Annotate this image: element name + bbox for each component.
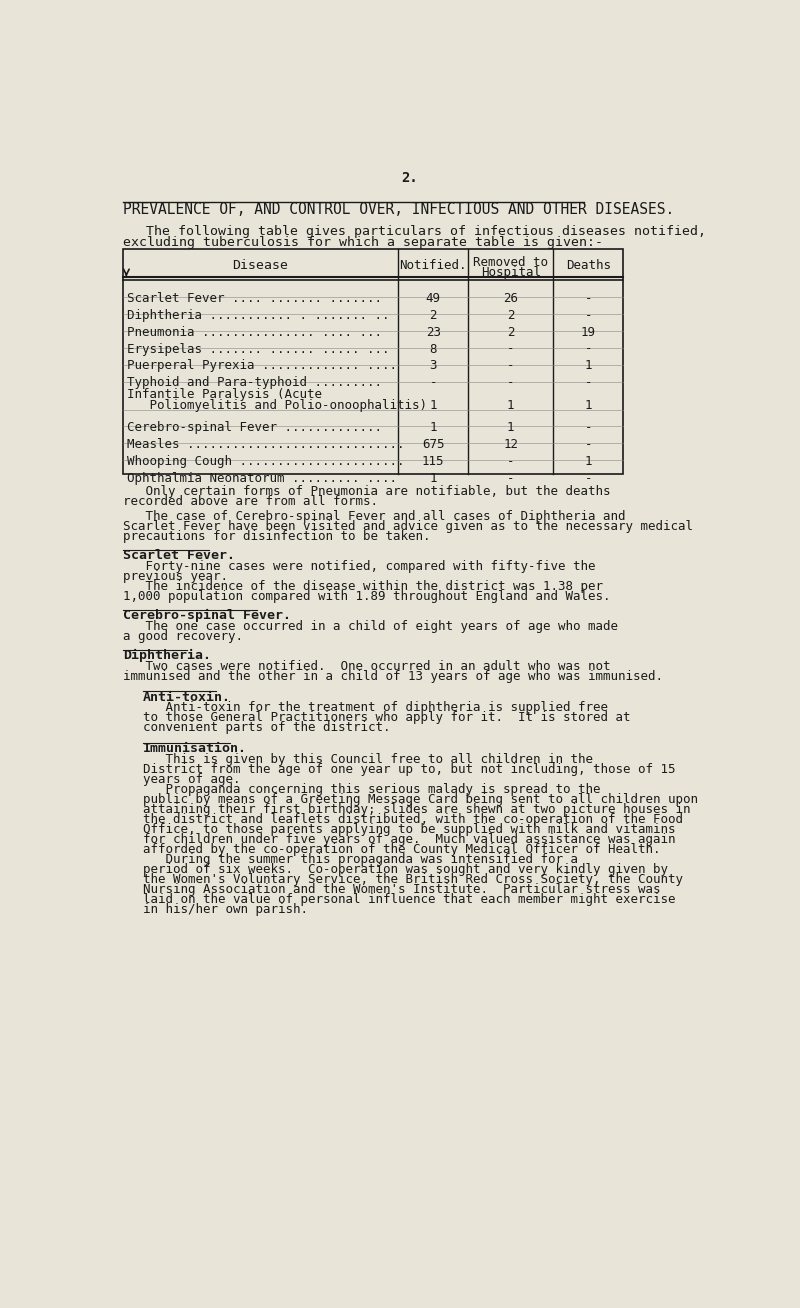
Text: 19: 19 <box>581 326 596 339</box>
Text: 2: 2 <box>507 309 514 322</box>
Text: 675: 675 <box>422 438 445 451</box>
Text: -: - <box>585 421 592 434</box>
Text: -: - <box>585 343 592 356</box>
Bar <box>123 250 623 475</box>
Text: Nursing Association and the Women's Institute.  Particular stress was: Nursing Association and the Women's Inst… <box>142 883 660 896</box>
Text: Poliomyelitis and Polio-onoophalitis): Poliomyelitis and Polio-onoophalitis) <box>127 399 427 412</box>
Text: -: - <box>507 455 514 468</box>
Text: Notified.: Notified. <box>399 259 467 272</box>
Text: 26: 26 <box>503 292 518 305</box>
Text: in his/her own parish.: in his/her own parish. <box>142 903 308 916</box>
Text: This is given by this Council free to all children in the: This is given by this Council free to al… <box>142 753 593 766</box>
Text: 23: 23 <box>426 326 441 339</box>
Text: -: - <box>585 377 592 390</box>
Text: Whooping Cough ......................: Whooping Cough ...................... <box>127 455 405 468</box>
Text: Removed to: Removed to <box>474 255 548 268</box>
Text: 3: 3 <box>430 360 437 373</box>
Text: Pneumonia ............... .... ...: Pneumonia ............... .... ... <box>127 326 382 339</box>
Text: Diphtheria.: Diphtheria. <box>123 649 211 662</box>
Text: Deaths: Deaths <box>566 259 610 272</box>
Text: afforded by the co-operation of the County Medical Officer of Health.: afforded by the co-operation of the Coun… <box>142 844 660 855</box>
Text: recorded above are from all forms.: recorded above are from all forms. <box>123 494 378 508</box>
Text: Two cases were notified.  One occurred in an adult who was not: Two cases were notified. One occurred in… <box>123 659 610 672</box>
Text: Infantile Paralysis (Acute: Infantile Paralysis (Acute <box>127 388 322 402</box>
Text: Immunisation.: Immunisation. <box>142 742 246 755</box>
Text: Ophthalmia Neonatorum ......... ....: Ophthalmia Neonatorum ......... .... <box>127 472 397 485</box>
Text: -: - <box>585 438 592 451</box>
Text: to those General Practitioners who apply for it.  It is stored at: to those General Practitioners who apply… <box>142 712 630 725</box>
Text: 8: 8 <box>430 343 437 356</box>
Text: 1: 1 <box>507 399 514 412</box>
Text: 1: 1 <box>430 399 437 412</box>
Text: -: - <box>430 377 437 390</box>
Text: attaining their first birthday; slides are shewn at two picture houses in: attaining their first birthday; slides a… <box>142 803 690 816</box>
Text: 49: 49 <box>426 292 441 305</box>
Text: for children under five years of age.  Much valued assistance was again: for children under five years of age. Mu… <box>142 833 675 846</box>
Text: The one case occurred in a child of eight years of age who made: The one case occurred in a child of eigh… <box>123 620 618 633</box>
Text: Scarlet Fever have been visited and advice given as to the necessary medical: Scarlet Fever have been visited and advi… <box>123 521 694 534</box>
Text: the district and leaflets distributed, with the co-operation of the Food: the district and leaflets distributed, w… <box>142 814 682 825</box>
Text: Scarlet Fever.: Scarlet Fever. <box>123 549 235 562</box>
Text: -: - <box>507 343 514 356</box>
Text: 1: 1 <box>430 421 437 434</box>
Text: Cerebro-spinal Fever.: Cerebro-spinal Fever. <box>123 610 291 623</box>
Text: Disease: Disease <box>233 259 289 272</box>
Text: period of six weeks.  Co-operation was sought and very kindly given by: period of six weeks. Co-operation was so… <box>142 863 668 876</box>
Text: Cerebro-spinal Fever .............: Cerebro-spinal Fever ............. <box>127 421 382 434</box>
Text: Propaganda concerning this serious malady is spread to the: Propaganda concerning this serious malad… <box>142 783 600 797</box>
Text: The incidence of the disease within the district was 1.38 per: The incidence of the disease within the … <box>123 579 603 593</box>
Text: Hospital: Hospital <box>481 267 541 280</box>
Text: 1: 1 <box>430 472 437 485</box>
Text: The following table gives particulars of infectious diseases notified,: The following table gives particulars of… <box>146 225 706 238</box>
Text: The case of Cerebro-spinal Fever and all cases of Diphtheria and: The case of Cerebro-spinal Fever and all… <box>123 510 626 523</box>
Text: Scarlet Fever .... ....... .......: Scarlet Fever .... ....... ....... <box>127 292 382 305</box>
Text: 1: 1 <box>585 399 592 412</box>
Text: 2: 2 <box>507 326 514 339</box>
Text: District from the age of one year up to, but not including, those of 15: District from the age of one year up to,… <box>142 763 675 776</box>
Text: Puerperal Pyrexia ............. ....: Puerperal Pyrexia ............. .... <box>127 360 397 373</box>
Text: -: - <box>585 309 592 322</box>
Text: convenient parts of the district.: convenient parts of the district. <box>142 722 390 734</box>
Text: public by means of a Greeting Message Card being sent to all children upon: public by means of a Greeting Message Ca… <box>142 793 698 806</box>
Text: laid on the value of personal influence that each member might exercise: laid on the value of personal influence … <box>142 893 675 906</box>
Text: -: - <box>585 472 592 485</box>
Text: Forty-nine cases were notified, compared with fifty-five the: Forty-nine cases were notified, compared… <box>123 560 596 573</box>
Text: -: - <box>507 377 514 390</box>
Text: 2.: 2. <box>402 171 418 184</box>
Text: 1: 1 <box>585 360 592 373</box>
Text: Diphtheria ........... . ....... ..: Diphtheria ........... . ....... .. <box>127 309 390 322</box>
Text: Typhoid and Para-typhoid .........: Typhoid and Para-typhoid ......... <box>127 377 382 390</box>
Text: 115: 115 <box>422 455 445 468</box>
Text: Anti-toxin for the treatment of diphtheria is supplied free: Anti-toxin for the treatment of diphther… <box>142 701 608 714</box>
Text: -: - <box>507 360 514 373</box>
Text: years of age.: years of age. <box>142 773 240 786</box>
Text: a good recovery.: a good recovery. <box>123 629 243 642</box>
Text: 1: 1 <box>585 455 592 468</box>
Text: Anti-toxin.: Anti-toxin. <box>142 691 230 704</box>
Text: 2: 2 <box>430 309 437 322</box>
Text: the Women's Voluntary Service, the British Red Cross Society, the County: the Women's Voluntary Service, the Briti… <box>142 872 682 886</box>
Text: 12: 12 <box>503 438 518 451</box>
Text: excluding tuberculosis for which a separate table is given:-: excluding tuberculosis for which a separ… <box>123 237 603 250</box>
Text: -: - <box>507 472 514 485</box>
Text: PREVALENCE OF, AND CONTROL OVER, INFECTIOUS AND OTHER DISEASES.: PREVALENCE OF, AND CONTROL OVER, INFECTI… <box>123 201 674 217</box>
Text: immunised and the other in a child of 13 years of age who was immunised.: immunised and the other in a child of 13… <box>123 670 663 683</box>
Text: previous year.: previous year. <box>123 570 228 582</box>
Text: 1: 1 <box>507 421 514 434</box>
Text: 1,000 population compared with 1.89 throughout England and Wales.: 1,000 population compared with 1.89 thro… <box>123 590 610 603</box>
Text: Office, to those parents applying to be supplied with milk and vitamins: Office, to those parents applying to be … <box>142 823 675 836</box>
Text: During the summer this propaganda was intensified for a: During the summer this propaganda was in… <box>142 853 578 866</box>
Text: -: - <box>585 292 592 305</box>
Text: Erysipelas ....... ...... ..... ...: Erysipelas ....... ...... ..... ... <box>127 343 390 356</box>
Text: Measles .............................: Measles ............................. <box>127 438 405 451</box>
Text: precautions for disinfection to be taken.: precautions for disinfection to be taken… <box>123 531 430 543</box>
Text: Only certain forms of Pneumonia are notifiable, but the deaths: Only certain forms of Pneumonia are noti… <box>123 485 610 498</box>
